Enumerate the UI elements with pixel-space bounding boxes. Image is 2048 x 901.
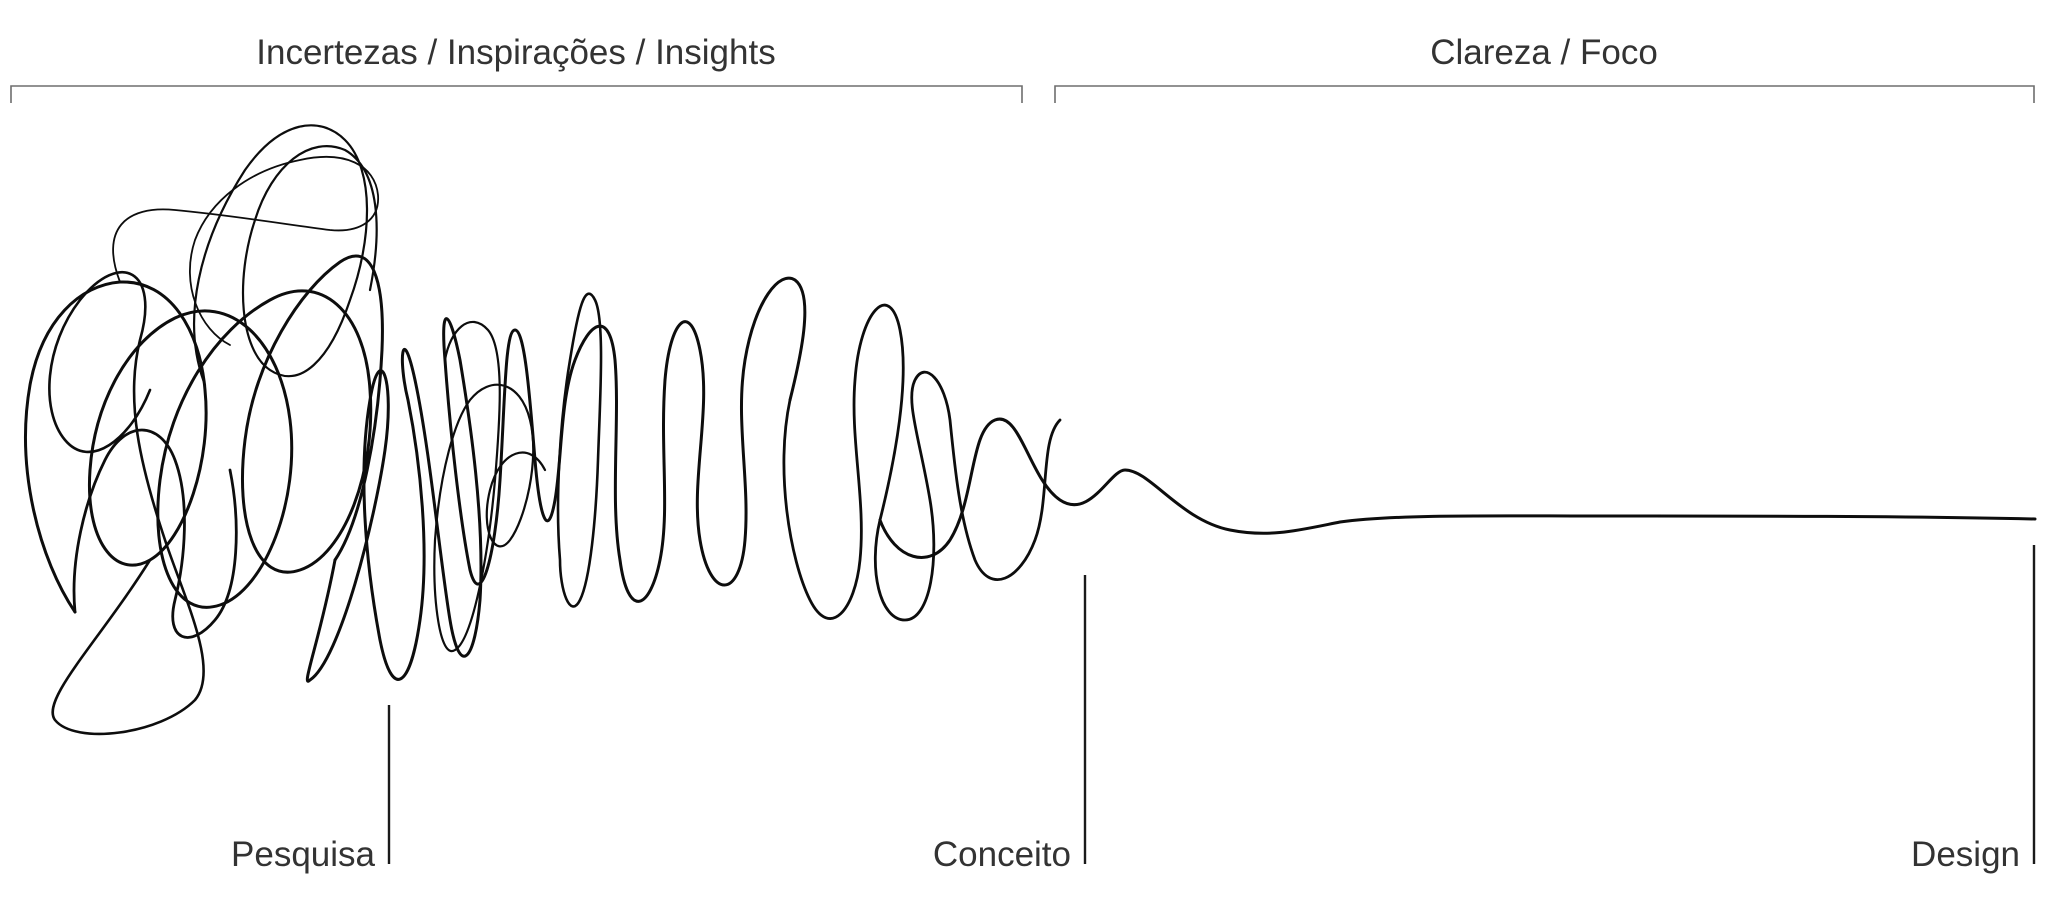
milestone-concept-label: Conceito xyxy=(933,835,1071,874)
process-scribble xyxy=(24,124,2037,736)
scribble-tail xyxy=(878,417,2037,559)
scribble-loops-upper xyxy=(193,124,378,387)
scribble-loops-outer xyxy=(48,271,205,736)
milestone-design-label: Design xyxy=(1911,835,2020,874)
milestone-research-label: Pesquisa xyxy=(231,835,376,874)
scribble-loops-lower xyxy=(72,428,238,639)
bracket-clarity xyxy=(1054,85,2035,103)
scribble-loops-thin xyxy=(112,156,379,346)
heading-clarity: Clareza / Foco xyxy=(1430,33,1658,72)
bracket-uncertainty xyxy=(10,85,1023,103)
heading-uncertainty: Incertezas / Inspirações / Insights xyxy=(256,33,775,72)
scribble-waves-tall xyxy=(556,292,603,608)
scribble-waves-overlay xyxy=(433,320,547,653)
scribble-waves-right xyxy=(782,304,1062,622)
scribble-loops-left xyxy=(24,254,384,614)
scribble-waves-middle xyxy=(305,276,807,683)
